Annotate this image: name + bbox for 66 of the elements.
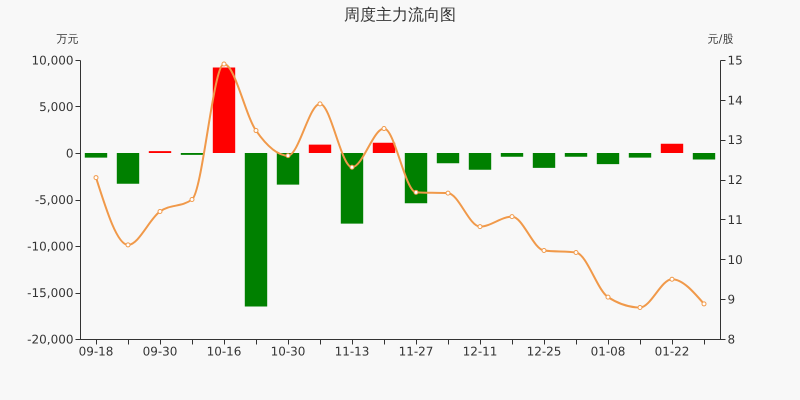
x-tick-label: 09-18 [78, 344, 114, 358]
y-tick-label: 5,000 [39, 100, 74, 114]
y2-tick-label: 10 [728, 252, 743, 267]
x-tick-label: 09-30 [142, 344, 178, 358]
y-tick-label: -5,000 [34, 193, 74, 207]
y2-tick-label: 12 [728, 173, 743, 188]
point [670, 276, 674, 282]
y-tick-label: 0 [66, 146, 74, 160]
bar [436, 153, 460, 164]
bar [532, 153, 556, 168]
bar [404, 153, 428, 204]
y-tick-label: 10,000 [32, 54, 74, 68]
point [190, 197, 194, 202]
bar [596, 153, 620, 164]
bar [372, 142, 396, 153]
point [606, 294, 610, 300]
bar [308, 144, 332, 153]
y-axis-title: 万元 [56, 32, 78, 46]
y-tick-label: -15,000 [27, 286, 74, 300]
x-tick-label: 01-22 [654, 344, 690, 358]
point [158, 208, 162, 214]
point [126, 242, 130, 248]
point [382, 126, 386, 132]
x-tick-label: 01-08 [590, 344, 626, 358]
y2-axis-title: 元/股 [708, 32, 734, 46]
y2-tick-label: 14 [728, 93, 743, 108]
point [286, 153, 290, 158]
point [222, 61, 226, 66]
bar [500, 153, 524, 157]
bar [692, 153, 716, 160]
y-tick-label: -10,000 [27, 240, 74, 254]
bar [340, 153, 364, 224]
bar [660, 144, 684, 153]
x-tick-label: 12-11 [462, 344, 498, 358]
point [318, 101, 322, 106]
point [414, 190, 418, 195]
bar [276, 153, 300, 185]
point [478, 224, 482, 230]
y2-tick-label: 8 [728, 332, 736, 346]
point [542, 248, 546, 254]
x-tick-label: 10-16 [206, 344, 242, 358]
point [574, 250, 578, 256]
x-tick-label: 10-30 [270, 344, 306, 358]
chart-title: 周度主力流向图 [344, 5, 456, 24]
bar [564, 153, 588, 157]
point [510, 214, 514, 220]
point [94, 175, 98, 180]
bar [244, 153, 268, 306]
bar [116, 153, 140, 184]
x-tick-label: 11-13 [334, 344, 370, 358]
bar [468, 153, 492, 170]
y2-tick-label: 13 [728, 133, 743, 148]
bar [628, 153, 652, 158]
bar [84, 153, 108, 158]
y2-tick-label: 15 [728, 54, 743, 68]
point [254, 128, 258, 134]
point [702, 301, 706, 306]
point [350, 164, 354, 170]
point [446, 190, 450, 196]
y-tick-label: -20,000 [27, 332, 74, 346]
bar [212, 67, 236, 153]
point [638, 305, 642, 310]
y2-tick-label: 11 [728, 212, 743, 227]
x-tick-label: 12-25 [526, 344, 562, 358]
x-tick-label: 11-27 [398, 344, 434, 358]
y2-tick-label: 9 [728, 292, 736, 307]
